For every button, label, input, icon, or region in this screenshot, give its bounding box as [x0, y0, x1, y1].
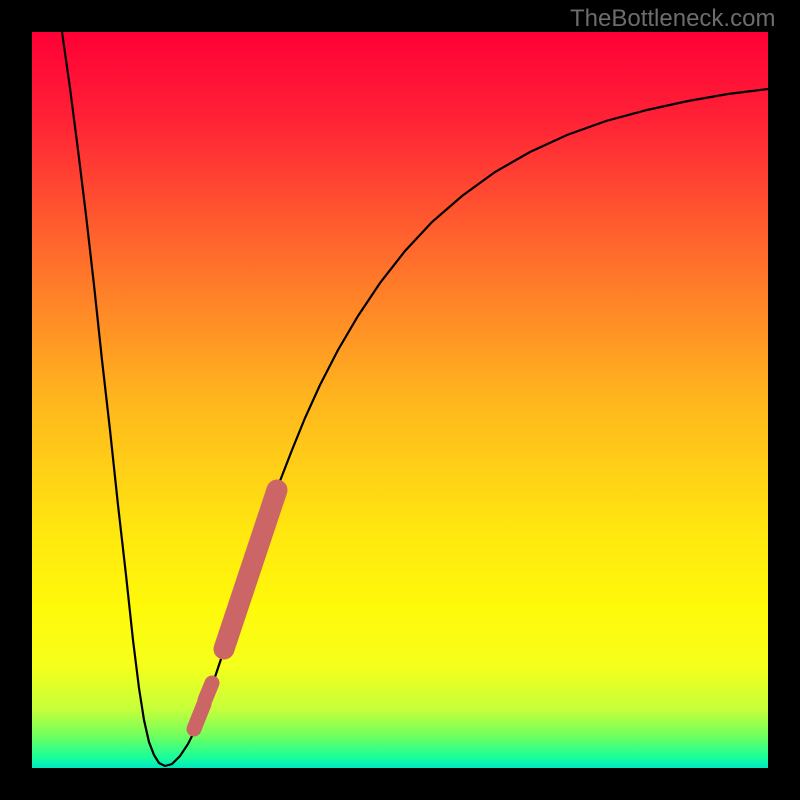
- bottleneck-chart-svg: [0, 0, 800, 800]
- highlight-capsule: [194, 704, 204, 729]
- watermark-text: TheBottleneck.com: [570, 5, 775, 33]
- highlight-capsule: [205, 683, 212, 700]
- chart-stage: TheBottleneck.com: [0, 0, 800, 800]
- plot-background: [32, 32, 768, 768]
